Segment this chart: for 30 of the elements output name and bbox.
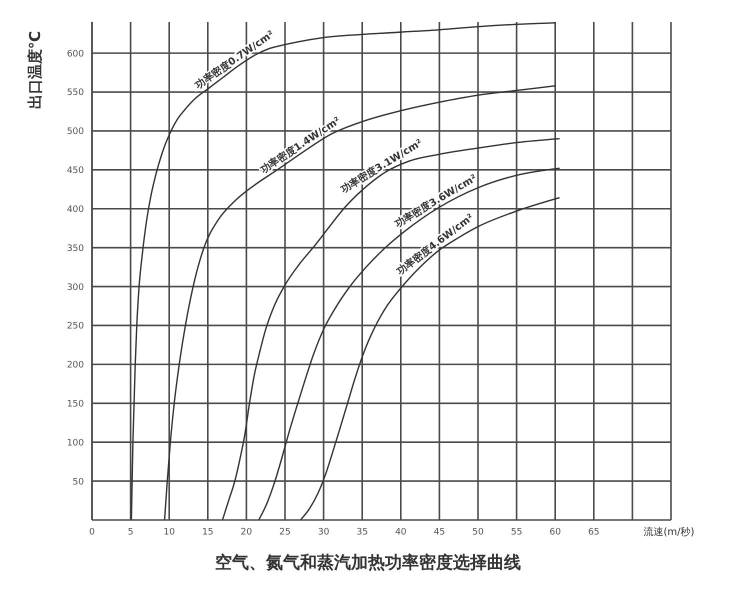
x-tick-label: 65 [588,527,600,538]
y-tick-label: 250 [66,322,84,332]
x-tick-label: 35 [356,527,368,538]
y-tick-label: 600 [66,49,84,60]
y-tick-label: 100 [66,438,84,448]
y-tick-label: 450 [66,166,84,176]
y-tick-label: 500 [66,127,84,138]
x-tick-label: 25 [279,527,291,538]
x-tick-label: 5 [128,527,134,538]
y-tick-label: 150 [66,399,84,410]
x-tick-label: 50 [472,527,484,538]
line-series [130,22,556,520]
x-tick-label: 40 [395,527,407,538]
x-tick-label: 60 [549,527,562,538]
y-tick-label: 50 [72,477,84,488]
y-tick-label: 350 [66,244,84,254]
x-tick-label: 15 [202,527,214,538]
y-tick-label: 400 [66,204,84,215]
y-tick-label: 550 [66,88,84,98]
x-tick-label: 10 [163,527,176,538]
x-axis-title: 流速(m/秒) [644,526,695,538]
y-axis-title: 出口温度℃ [26,30,44,110]
x-tick-label: 20 [240,527,252,538]
text: 空气、氮气和蒸汽加热功率密度选择曲线 [214,552,522,574]
x-tick-label: 45 [434,527,446,538]
y-tick-label: 300 [66,282,84,293]
x-tick-label: 55 [510,527,522,538]
x-tick-label: 30 [318,527,330,538]
y-tick-label: 200 [66,360,84,371]
x-tick-label: 0 [89,527,96,538]
